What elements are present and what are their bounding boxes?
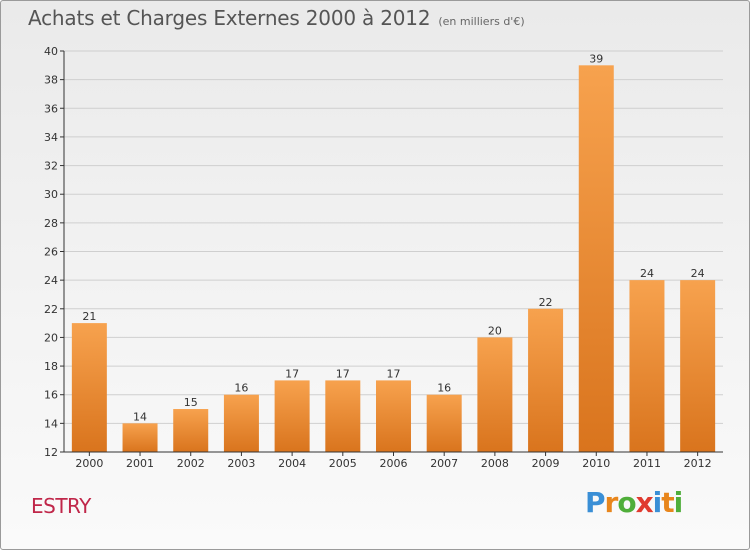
y-tick-label: 16 xyxy=(44,389,58,402)
y-tick-label: 18 xyxy=(44,360,58,373)
y-axis-tick-labels: 12 14 16 18 20 22 24 26 28 30 32 34 36 38 40 xyxy=(44,45,58,459)
x-tick-label: 2000 xyxy=(75,457,103,470)
y-tick-label: 28 xyxy=(44,217,58,230)
bar xyxy=(122,423,158,452)
bar xyxy=(426,394,462,452)
x-tick-label: 2003 xyxy=(227,457,255,470)
data-label: 17 xyxy=(285,367,299,380)
logo-letter: t xyxy=(661,486,674,519)
logo-letter: o xyxy=(617,486,636,519)
x-axis-tick-labels: 2000 2001 2002 2003 2004 2005 2006 2007 2008 2009… xyxy=(75,457,711,470)
bar xyxy=(680,280,716,452)
logo-letter: r xyxy=(604,486,619,519)
data-label: 22 xyxy=(539,296,553,309)
data-label: 17 xyxy=(387,367,401,380)
bar xyxy=(376,380,411,452)
x-tick-label: 2002 xyxy=(177,457,205,470)
data-label: 39 xyxy=(589,52,603,65)
x-tick-label: 2010 xyxy=(582,457,610,470)
proxiti-logo[interactable]: Proxiti xyxy=(585,486,684,519)
y-tick-label: 12 xyxy=(44,446,58,459)
bar xyxy=(528,308,564,452)
data-label: 17 xyxy=(336,367,350,380)
y-tick-label: 36 xyxy=(44,102,58,115)
y-tick-label: 22 xyxy=(44,303,58,316)
bar xyxy=(578,65,614,453)
chart-title-text: Achats et Charges Externes 2000 à 2012 xyxy=(28,6,431,30)
data-label: 24 xyxy=(640,267,654,280)
logo-letter: x xyxy=(635,486,654,519)
x-tick-label: 2004 xyxy=(278,457,306,470)
y-tick-label: 38 xyxy=(44,74,58,87)
logo-letter: P xyxy=(585,486,606,519)
commune-name: ESTRY xyxy=(31,494,91,518)
x-tick-label: 2011 xyxy=(633,457,661,470)
data-label: 15 xyxy=(184,396,198,409)
x-tick-label: 2009 xyxy=(532,457,560,470)
data-labels: 21 14 15 16 17 17 17 16 20 22 39 24 24 xyxy=(82,52,704,423)
data-label: 16 xyxy=(234,382,248,395)
chart-title: Achats et Charges Externes 2000 à 2012 (e… xyxy=(28,6,525,30)
bar xyxy=(629,280,665,452)
data-label: 16 xyxy=(437,382,451,395)
bar xyxy=(274,380,310,452)
chart-subtitle: (en milliers d'€) xyxy=(438,15,525,28)
data-label: 20 xyxy=(488,324,502,337)
y-tick-label: 26 xyxy=(44,246,58,259)
y-tick-label: 14 xyxy=(44,417,58,430)
axes xyxy=(60,50,723,456)
x-tick-label: 2005 xyxy=(329,457,357,470)
bar xyxy=(71,323,107,452)
x-tick-label: 2012 xyxy=(684,457,712,470)
y-tick-label: 32 xyxy=(44,160,58,173)
x-tick-label: 2007 xyxy=(430,457,458,470)
y-tick-label: 40 xyxy=(44,45,58,58)
y-tick-label: 34 xyxy=(44,131,58,144)
y-tick-label: 24 xyxy=(44,274,58,287)
data-label: 24 xyxy=(691,267,705,280)
bar xyxy=(477,337,513,452)
y-tick-label: 30 xyxy=(44,188,58,201)
data-label: 14 xyxy=(133,410,147,423)
x-tick-label: 2001 xyxy=(126,457,154,470)
bar xyxy=(325,380,361,452)
logo-letter: i xyxy=(652,486,663,519)
y-tick-label: 20 xyxy=(44,331,58,344)
x-tick-label: 2006 xyxy=(380,457,408,470)
bar xyxy=(173,409,209,452)
x-tick-label: 2008 xyxy=(481,457,509,470)
bars xyxy=(71,65,716,453)
bar xyxy=(223,394,259,452)
data-label: 21 xyxy=(82,310,96,323)
logo-letter: i xyxy=(673,486,684,519)
